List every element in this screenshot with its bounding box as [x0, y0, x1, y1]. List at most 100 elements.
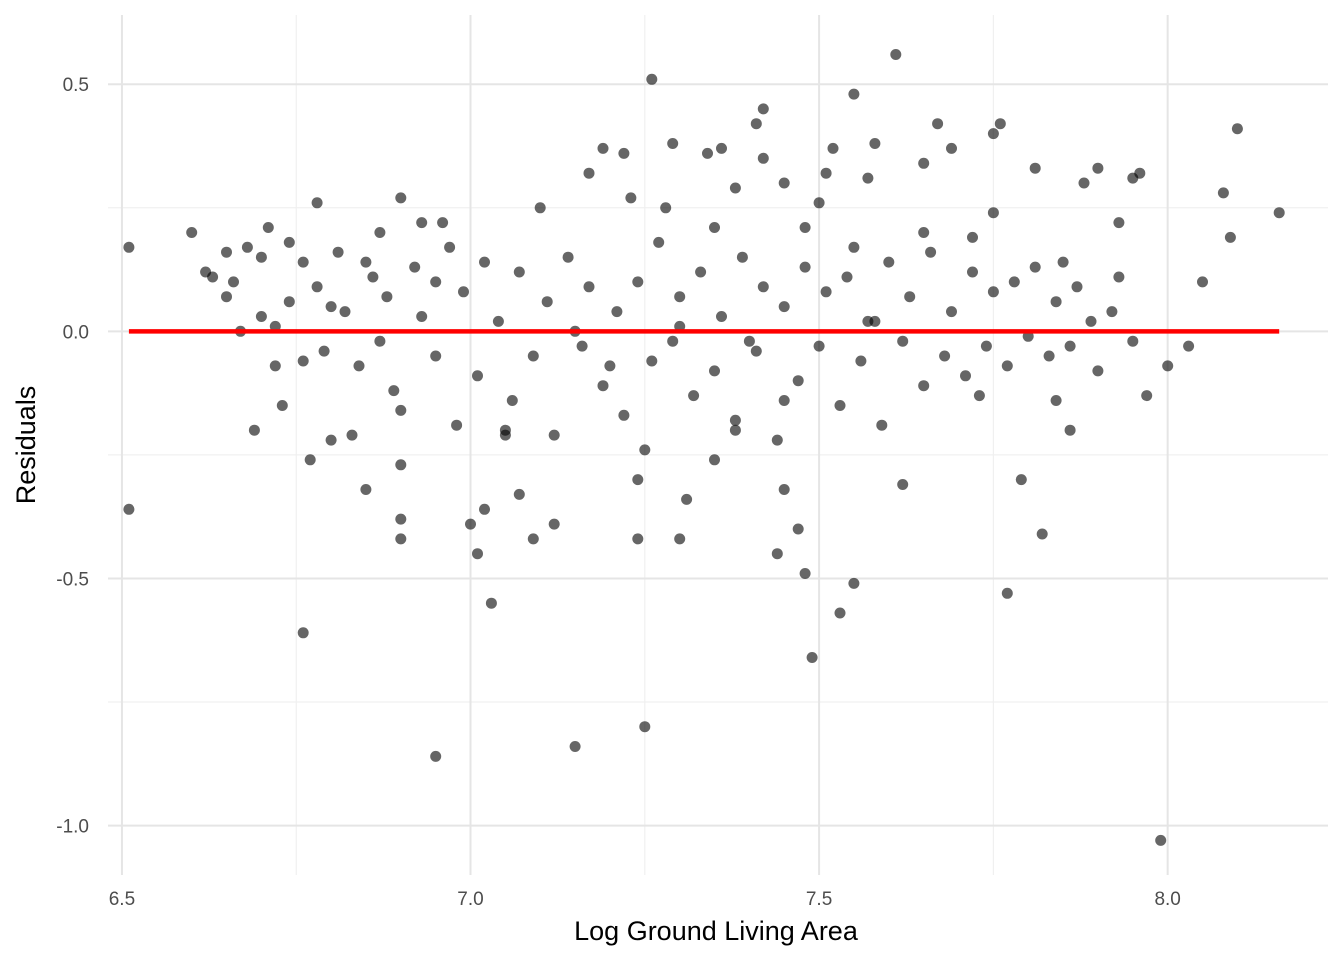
x-tick-label: 7.5: [806, 889, 832, 910]
data-point: [1134, 167, 1146, 179]
data-point: [1057, 256, 1069, 268]
data-point: [388, 385, 400, 397]
data-point: [332, 246, 344, 258]
data-point: [513, 488, 525, 500]
data-point: [792, 523, 804, 535]
data-point: [674, 533, 686, 545]
data-point: [1273, 207, 1285, 219]
data-point: [841, 271, 853, 283]
x-tick-label: 7.0: [457, 889, 483, 910]
data-point: [311, 281, 323, 293]
data-point: [221, 291, 232, 303]
data-point: [1127, 335, 1139, 347]
data-point: [939, 350, 951, 362]
data-point: [1113, 217, 1125, 229]
data-point: [492, 315, 504, 327]
data-point: [409, 261, 421, 273]
data-point: [1064, 424, 1076, 436]
data-point: [304, 454, 316, 466]
data-point: [876, 419, 888, 431]
data-point: [967, 266, 978, 278]
data-point: [960, 370, 971, 382]
data-point: [646, 355, 658, 367]
data-point: [848, 88, 860, 100]
data-point: [353, 360, 365, 372]
data-point: [200, 266, 212, 278]
data-point: [262, 222, 274, 233]
data-point: [736, 251, 748, 263]
data-point: [883, 256, 895, 268]
data-point: [980, 340, 992, 352]
data-point: [653, 236, 665, 248]
data-point: [967, 231, 978, 243]
data-point: [1050, 296, 1062, 308]
data-point: [395, 533, 407, 545]
data-point: [451, 419, 463, 431]
data-point: [465, 518, 476, 530]
data-point: [771, 548, 783, 560]
data-point: [1008, 276, 1020, 288]
data-point: [695, 266, 707, 278]
data-point: [618, 409, 630, 421]
data-point: [729, 424, 741, 436]
data-point: [311, 197, 323, 209]
data-point: [123, 241, 135, 253]
data-point: [604, 360, 616, 372]
data-point: [297, 256, 309, 268]
data-point: [611, 306, 623, 318]
data-point: [597, 380, 609, 392]
data-point: [729, 182, 741, 194]
data-point: [639, 444, 651, 456]
data-point: [1106, 306, 1118, 318]
data-point: [932, 118, 944, 130]
x-axis-label: Log Ground Living Area: [574, 916, 859, 946]
y-axis-label: Residuals: [11, 386, 41, 505]
data-point: [1001, 360, 1013, 372]
data-point: [813, 340, 825, 352]
data-point: [1217, 187, 1229, 199]
data-point: [1085, 315, 1097, 327]
data-point: [430, 350, 442, 362]
y-tick-label: -0.5: [56, 569, 89, 590]
grid-lines: [108, 15, 1328, 875]
data-point: [395, 459, 407, 471]
data-point: [576, 340, 588, 352]
data-point: [548, 518, 560, 530]
data-point: [660, 202, 672, 214]
data-point: [416, 217, 428, 229]
data-point: [562, 251, 574, 263]
data-point: [527, 350, 539, 362]
data-point: [276, 400, 288, 411]
data-point: [458, 286, 469, 298]
data-point: [618, 147, 630, 159]
data-point: [799, 222, 811, 233]
data-point: [625, 192, 637, 204]
data-point: [716, 311, 727, 322]
data-point: [506, 395, 518, 406]
data-point: [639, 721, 651, 733]
data-point: [1113, 271, 1125, 283]
data-point: [771, 434, 783, 446]
data-point: [820, 167, 832, 179]
data-point: [283, 236, 295, 248]
data-point: [834, 400, 846, 411]
data-point: [479, 503, 490, 515]
data-point: [778, 301, 790, 313]
data-point: [1015, 474, 1027, 486]
data-point: [437, 217, 449, 229]
data-point: [1197, 276, 1208, 288]
data-point: [987, 207, 999, 219]
data-point: [339, 306, 351, 318]
data-point: [1036, 528, 1048, 540]
data-point: [681, 493, 693, 505]
data-point: [395, 192, 407, 204]
data-point: [848, 241, 860, 253]
data-point: [297, 355, 309, 367]
data-point: [1043, 350, 1055, 362]
data-point: [946, 142, 957, 154]
x-tick-label: 8.0: [1154, 889, 1180, 910]
data-point: [834, 607, 846, 619]
data-point: [430, 750, 442, 762]
data-point: [569, 741, 581, 752]
